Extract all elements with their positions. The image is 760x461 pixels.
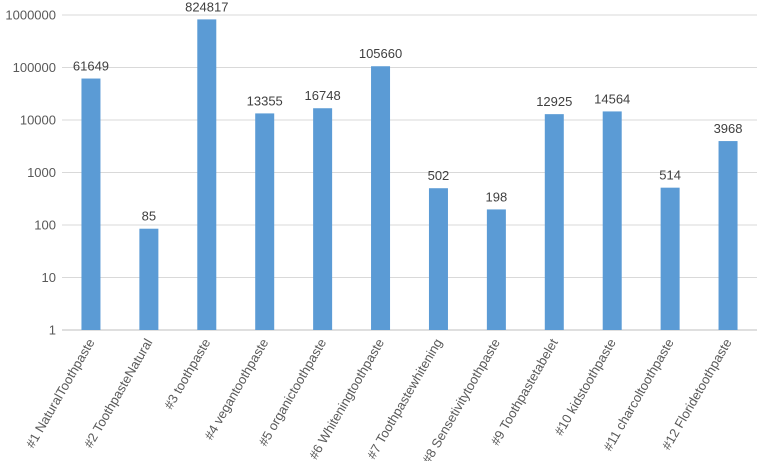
bar: [428, 188, 448, 330]
gridlines: [62, 14, 757, 331]
y-tick-label: 1000000: [5, 8, 56, 23]
data-label: 12925: [536, 94, 572, 109]
bar: [486, 209, 506, 330]
data-label: 198: [486, 189, 508, 204]
data-label: 514: [659, 168, 681, 183]
category-label: #9 Toothpastetabelet: [488, 336, 561, 448]
bar: [602, 111, 622, 330]
data-label: 105660: [359, 46, 402, 61]
data-label: 13355: [247, 93, 283, 108]
data-label: 85: [142, 209, 156, 224]
data-label: 14564: [594, 91, 630, 106]
bar: [197, 19, 217, 330]
bar: [81, 78, 101, 330]
y-tick-label: 10000: [20, 113, 56, 128]
y-tick-label: 1: [49, 323, 56, 338]
bar: [544, 114, 564, 330]
bar: [139, 228, 159, 330]
category-label: #10 kidstoothpaste: [551, 336, 619, 438]
data-label: 502: [428, 168, 450, 183]
bar: [371, 66, 391, 330]
bar: [718, 141, 738, 330]
y-tick-label: 10: [42, 270, 56, 285]
data-label: 824817: [185, 0, 228, 14]
bar: [255, 113, 275, 331]
y-tick-label: 100000: [13, 60, 56, 75]
data-labels: 61649 85 824817 13355 16748 105660 502 198 12925…: [73, 0, 743, 224]
data-label: 16748: [305, 88, 341, 103]
bar: [313, 108, 333, 330]
category-label: #4 vegantoothpaste: [201, 336, 271, 442]
category-label: #3 toothpaste: [161, 336, 213, 412]
data-label: 61649: [73, 59, 109, 74]
y-axis-tick-labels: 1 10 100 1000 10000 100000 1000000: [5, 8, 56, 338]
bar: [660, 187, 680, 330]
x-axis-category-labels: #1 NaturalToothpaste#2 ToothpasteNatural…: [23, 336, 735, 461]
y-tick-label: 1000: [27, 165, 56, 180]
y-tick-label: 100: [34, 218, 56, 233]
bars: [81, 19, 738, 331]
data-label: 3968: [714, 121, 743, 136]
